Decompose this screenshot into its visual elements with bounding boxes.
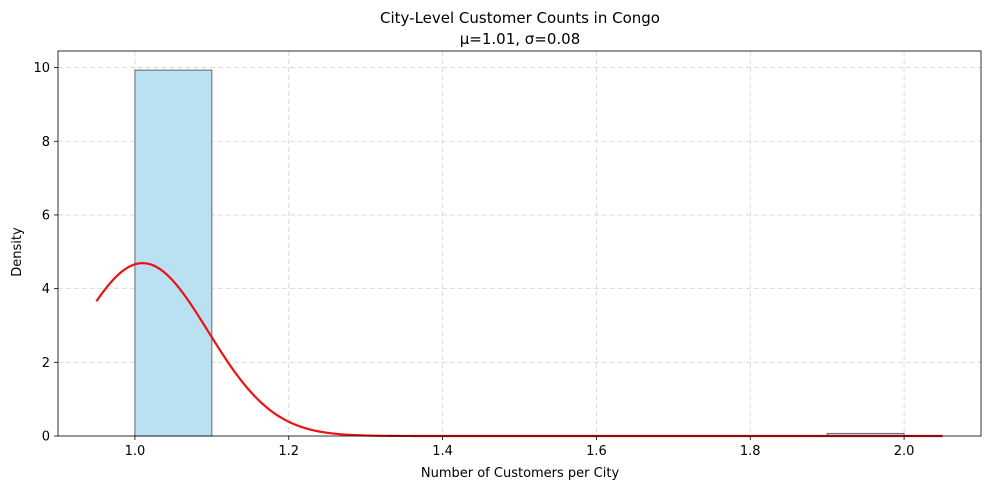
x-tick-label: 1.2 xyxy=(278,444,299,459)
x-axis: 1.0 1.2 1.4 1.6 1.8 2.0 xyxy=(125,436,915,459)
y-axis: 0 2 4 6 8 10 xyxy=(33,61,58,445)
chart-title: City-Level Customer Counts in Congo xyxy=(380,9,660,27)
y-tick-label: 10 xyxy=(33,61,50,76)
histogram-bar xyxy=(134,69,213,437)
y-tick-label: 6 xyxy=(42,208,50,223)
x-tick-label: 1.6 xyxy=(586,444,607,459)
x-tick-label: 2.0 xyxy=(894,444,915,459)
x-axis-label: Number of Customers per City xyxy=(421,466,620,481)
density-curve xyxy=(95,261,943,438)
x-tick-label: 1.0 xyxy=(125,444,146,459)
y-tick-label: 4 xyxy=(42,282,50,297)
y-tick-label: 0 xyxy=(42,430,50,445)
y-tick-label: 8 xyxy=(42,135,50,150)
bars xyxy=(134,69,905,437)
y-axis-label: Density xyxy=(10,227,25,277)
x-tick-label: 1.8 xyxy=(740,444,761,459)
plot-frame xyxy=(57,50,982,437)
y-tick-label: 2 xyxy=(42,356,50,371)
chart-subtitle: μ=1.01, σ=0.08 xyxy=(460,30,581,48)
x-tick-label: 1.4 xyxy=(432,444,453,459)
